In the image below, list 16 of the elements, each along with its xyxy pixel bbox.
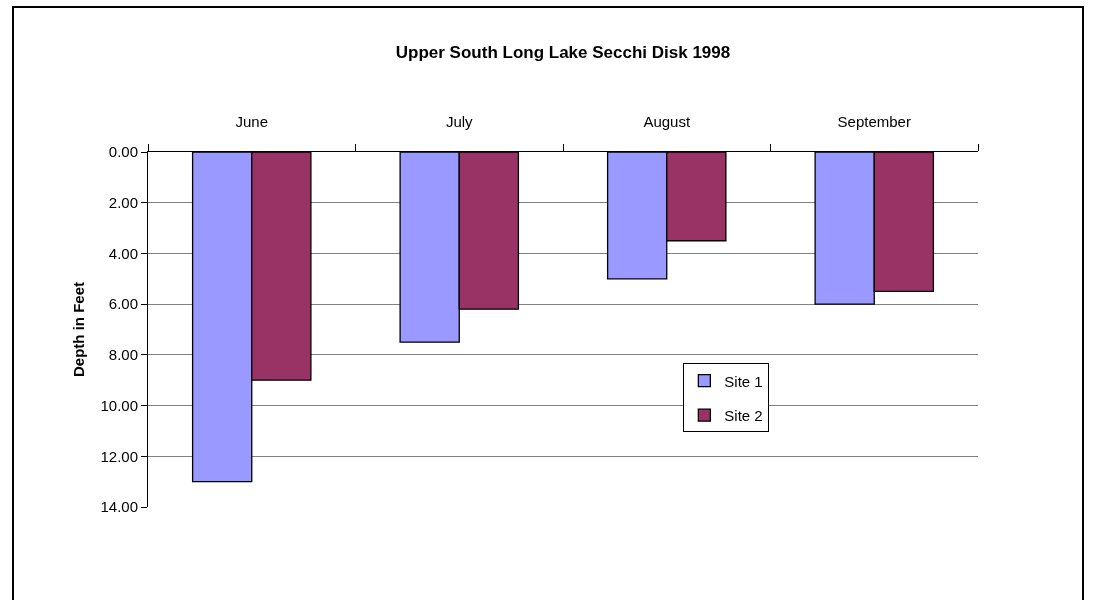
legend-label: Site 2 (724, 407, 763, 425)
y-axis-title: Depth in Feet (69, 281, 87, 378)
y-tick-label: 6.00 (108, 295, 138, 313)
legend-label: Site 1 (724, 372, 763, 390)
y-tick-label: 14.00 (100, 498, 138, 516)
x-tick-label: June (235, 113, 269, 130)
y-tick-label: 2.00 (108, 193, 138, 211)
y-tick-label: 8.00 (108, 346, 138, 364)
y-tick-label: 10.00 (100, 396, 138, 414)
y-tick-label: 0.00 (108, 143, 138, 161)
x-tick-label: August (643, 113, 691, 130)
x-tick-label: July (445, 113, 474, 130)
y-tick-label: 12.00 (100, 447, 138, 465)
x-tick-label: September (837, 113, 911, 130)
y-tick-label: 4.00 (108, 244, 138, 262)
chart-title: Upper South Long Lake Secchi Disk 1998 (395, 43, 731, 63)
